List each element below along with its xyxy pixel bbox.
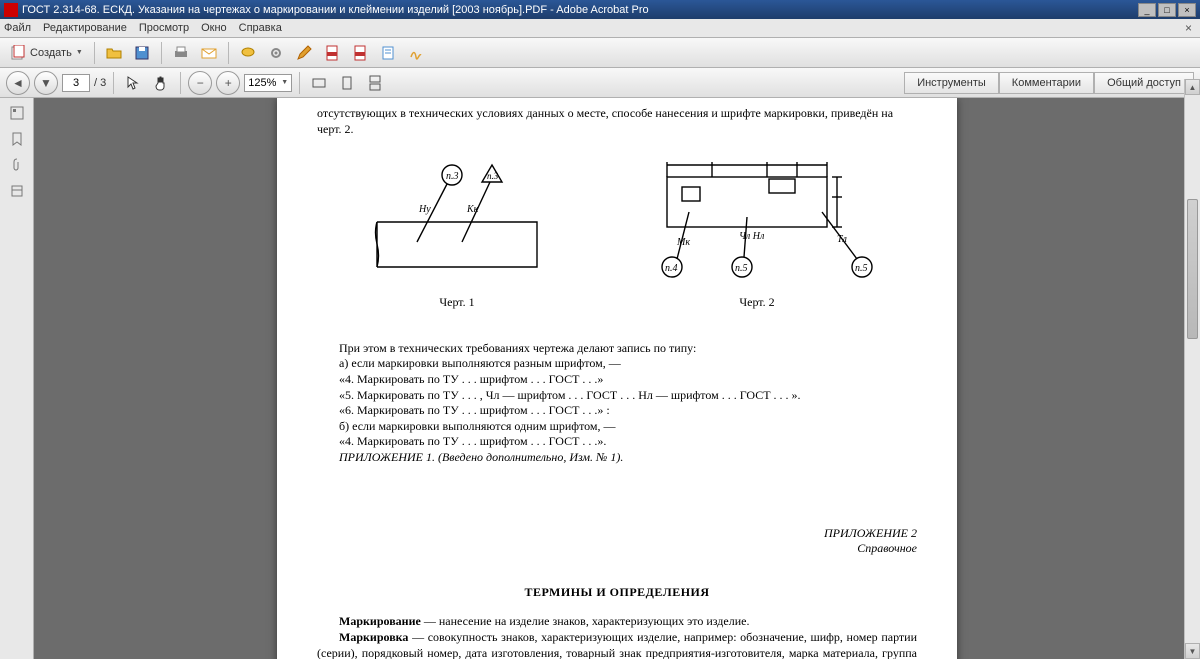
menu-file[interactable]: Файл <box>4 22 31 34</box>
pdf-icon <box>324 45 340 61</box>
scroll-icon <box>367 75 383 91</box>
disk-icon <box>134 45 150 61</box>
svg-text:n.3: n.3 <box>487 171 499 181</box>
print-button[interactable] <box>169 42 193 64</box>
navbar: ◄ ▼ / 3 − + 125% ▼ Инструменты Комментари… <box>0 68 1200 98</box>
scroll-up[interactable]: ▲ <box>1185 79 1200 95</box>
signatures-icon[interactable] <box>8 182 26 200</box>
pdf-page: отсутствующих в технических условиях дан… <box>277 98 957 659</box>
toolbar: Создать ▼ <box>0 38 1200 68</box>
appendix-header: ПРИЛОЖЕНИЕ 2 Справочное <box>317 526 917 557</box>
hand-tool[interactable] <box>121 72 145 94</box>
definitions: Маркирование — нанесение на изделие знак… <box>317 614 917 659</box>
page-total: / 3 <box>94 77 106 89</box>
sidebar <box>0 98 34 659</box>
sign-icon <box>408 45 424 61</box>
figure-2: n.4 n.5 n.5 Mк Чл Hл Tл Черт. 2 <box>637 157 877 311</box>
app-icon <box>4 3 18 17</box>
minimize-button[interactable]: _ <box>1138 3 1156 17</box>
mail-icon <box>201 45 217 61</box>
fit-icon <box>339 75 355 91</box>
tab-share[interactable]: Общий доступ <box>1094 72 1194 94</box>
svg-text:n.5: n.5 <box>735 263 748 274</box>
menu-window[interactable]: Окно <box>201 22 227 34</box>
folder-icon <box>106 45 122 61</box>
cursor-icon <box>125 75 141 91</box>
body-text: При этом в технических требованиях черте… <box>317 341 917 466</box>
tab-comments[interactable]: Комментарии <box>999 72 1094 94</box>
dropdown-icon: ▼ <box>76 49 83 56</box>
svg-text:Tл: Tл <box>837 234 848 245</box>
next-page-button[interactable]: ▼ <box>34 71 58 95</box>
save-button[interactable] <box>130 42 154 64</box>
window-title: ГОСТ 2.314-68. ЕСКД. Указания на чертежа… <box>22 4 1138 16</box>
menubar: Файл Редактирование Просмотр Окно Справк… <box>0 19 1200 38</box>
pdf1-button[interactable] <box>320 42 344 64</box>
sign-button[interactable] <box>404 42 428 64</box>
menu-help[interactable]: Справка <box>239 22 282 34</box>
printer-icon <box>173 45 189 61</box>
body-text: отсутствующих в технических условиях дан… <box>317 98 917 137</box>
menu-edit[interactable]: Редактирование <box>43 22 127 34</box>
select-tool[interactable] <box>149 72 173 94</box>
create-button[interactable]: Создать ▼ <box>6 42 87 64</box>
fit-icon <box>311 75 327 91</box>
figure-caption: Черт. 1 <box>357 295 557 311</box>
zoom-input[interactable]: 125% ▼ <box>244 74 292 92</box>
fit-page-button[interactable] <box>335 72 359 94</box>
zoom-in-button[interactable]: + <box>216 71 240 95</box>
gear-icon <box>268 45 284 61</box>
zoom-out-button[interactable]: − <box>188 71 212 95</box>
pdf2-button[interactable] <box>348 42 372 64</box>
menu-view[interactable]: Просмотр <box>139 22 189 34</box>
svg-text:Mк: Mк <box>676 237 690 248</box>
create-icon <box>10 45 26 61</box>
thumbnails-icon[interactable] <box>8 104 26 122</box>
edit-button[interactable] <box>292 42 316 64</box>
scroll-button[interactable] <box>363 72 387 94</box>
tab-tools[interactable]: Инструменты <box>904 72 999 94</box>
scroll-down[interactable]: ▼ <box>1185 643 1200 659</box>
doc-close-button[interactable]: × <box>1181 21 1196 35</box>
fit-width-button[interactable] <box>307 72 331 94</box>
pencil-icon <box>296 45 312 61</box>
create-label: Создать <box>30 47 72 59</box>
attachments-icon[interactable] <box>8 156 26 174</box>
prev-page-button[interactable]: ◄ <box>6 71 30 95</box>
scroll-thumb[interactable] <box>1187 199 1198 339</box>
close-button[interactable]: × <box>1178 3 1196 17</box>
titlebar: ГОСТ 2.314-68. ЕСКД. Указания на чертежа… <box>0 0 1200 19</box>
comment-button[interactable] <box>236 42 260 64</box>
mail-button[interactable] <box>197 42 221 64</box>
figure-caption: Черт. 2 <box>637 295 877 311</box>
hand-icon <box>153 75 169 91</box>
document-viewer[interactable]: отсутствующих в технических условиях дан… <box>34 98 1200 659</box>
scrollbar[interactable]: ▲ ▼ <box>1184 79 1200 659</box>
section-title: ТЕРМИНЫ И ОПРЕДЕЛЕНИЯ <box>317 585 917 601</box>
zoom-value: 125% <box>248 77 276 89</box>
svg-text:n.4: n.4 <box>665 263 678 274</box>
svg-text:Hу: Hу <box>418 204 431 215</box>
svg-text:Kк: Kк <box>466 204 479 215</box>
open-button[interactable] <box>102 42 126 64</box>
pdf-icon <box>352 45 368 61</box>
gear-button[interactable] <box>264 42 288 64</box>
figure-1: n.3 n.3 Hу Kк Черт. 1 <box>357 157 557 311</box>
form-button[interactable] <box>376 42 400 64</box>
form-icon <box>380 45 396 61</box>
svg-text:n.5: n.5 <box>855 263 868 274</box>
maximize-button[interactable]: □ <box>1158 3 1176 17</box>
svg-text:Чл Hл: Чл Hл <box>739 231 765 242</box>
bubble-icon <box>240 45 256 61</box>
svg-text:n.3: n.3 <box>446 171 459 182</box>
bookmarks-icon[interactable] <box>8 130 26 148</box>
page-input[interactable] <box>62 74 90 92</box>
dropdown-icon: ▼ <box>281 79 288 86</box>
